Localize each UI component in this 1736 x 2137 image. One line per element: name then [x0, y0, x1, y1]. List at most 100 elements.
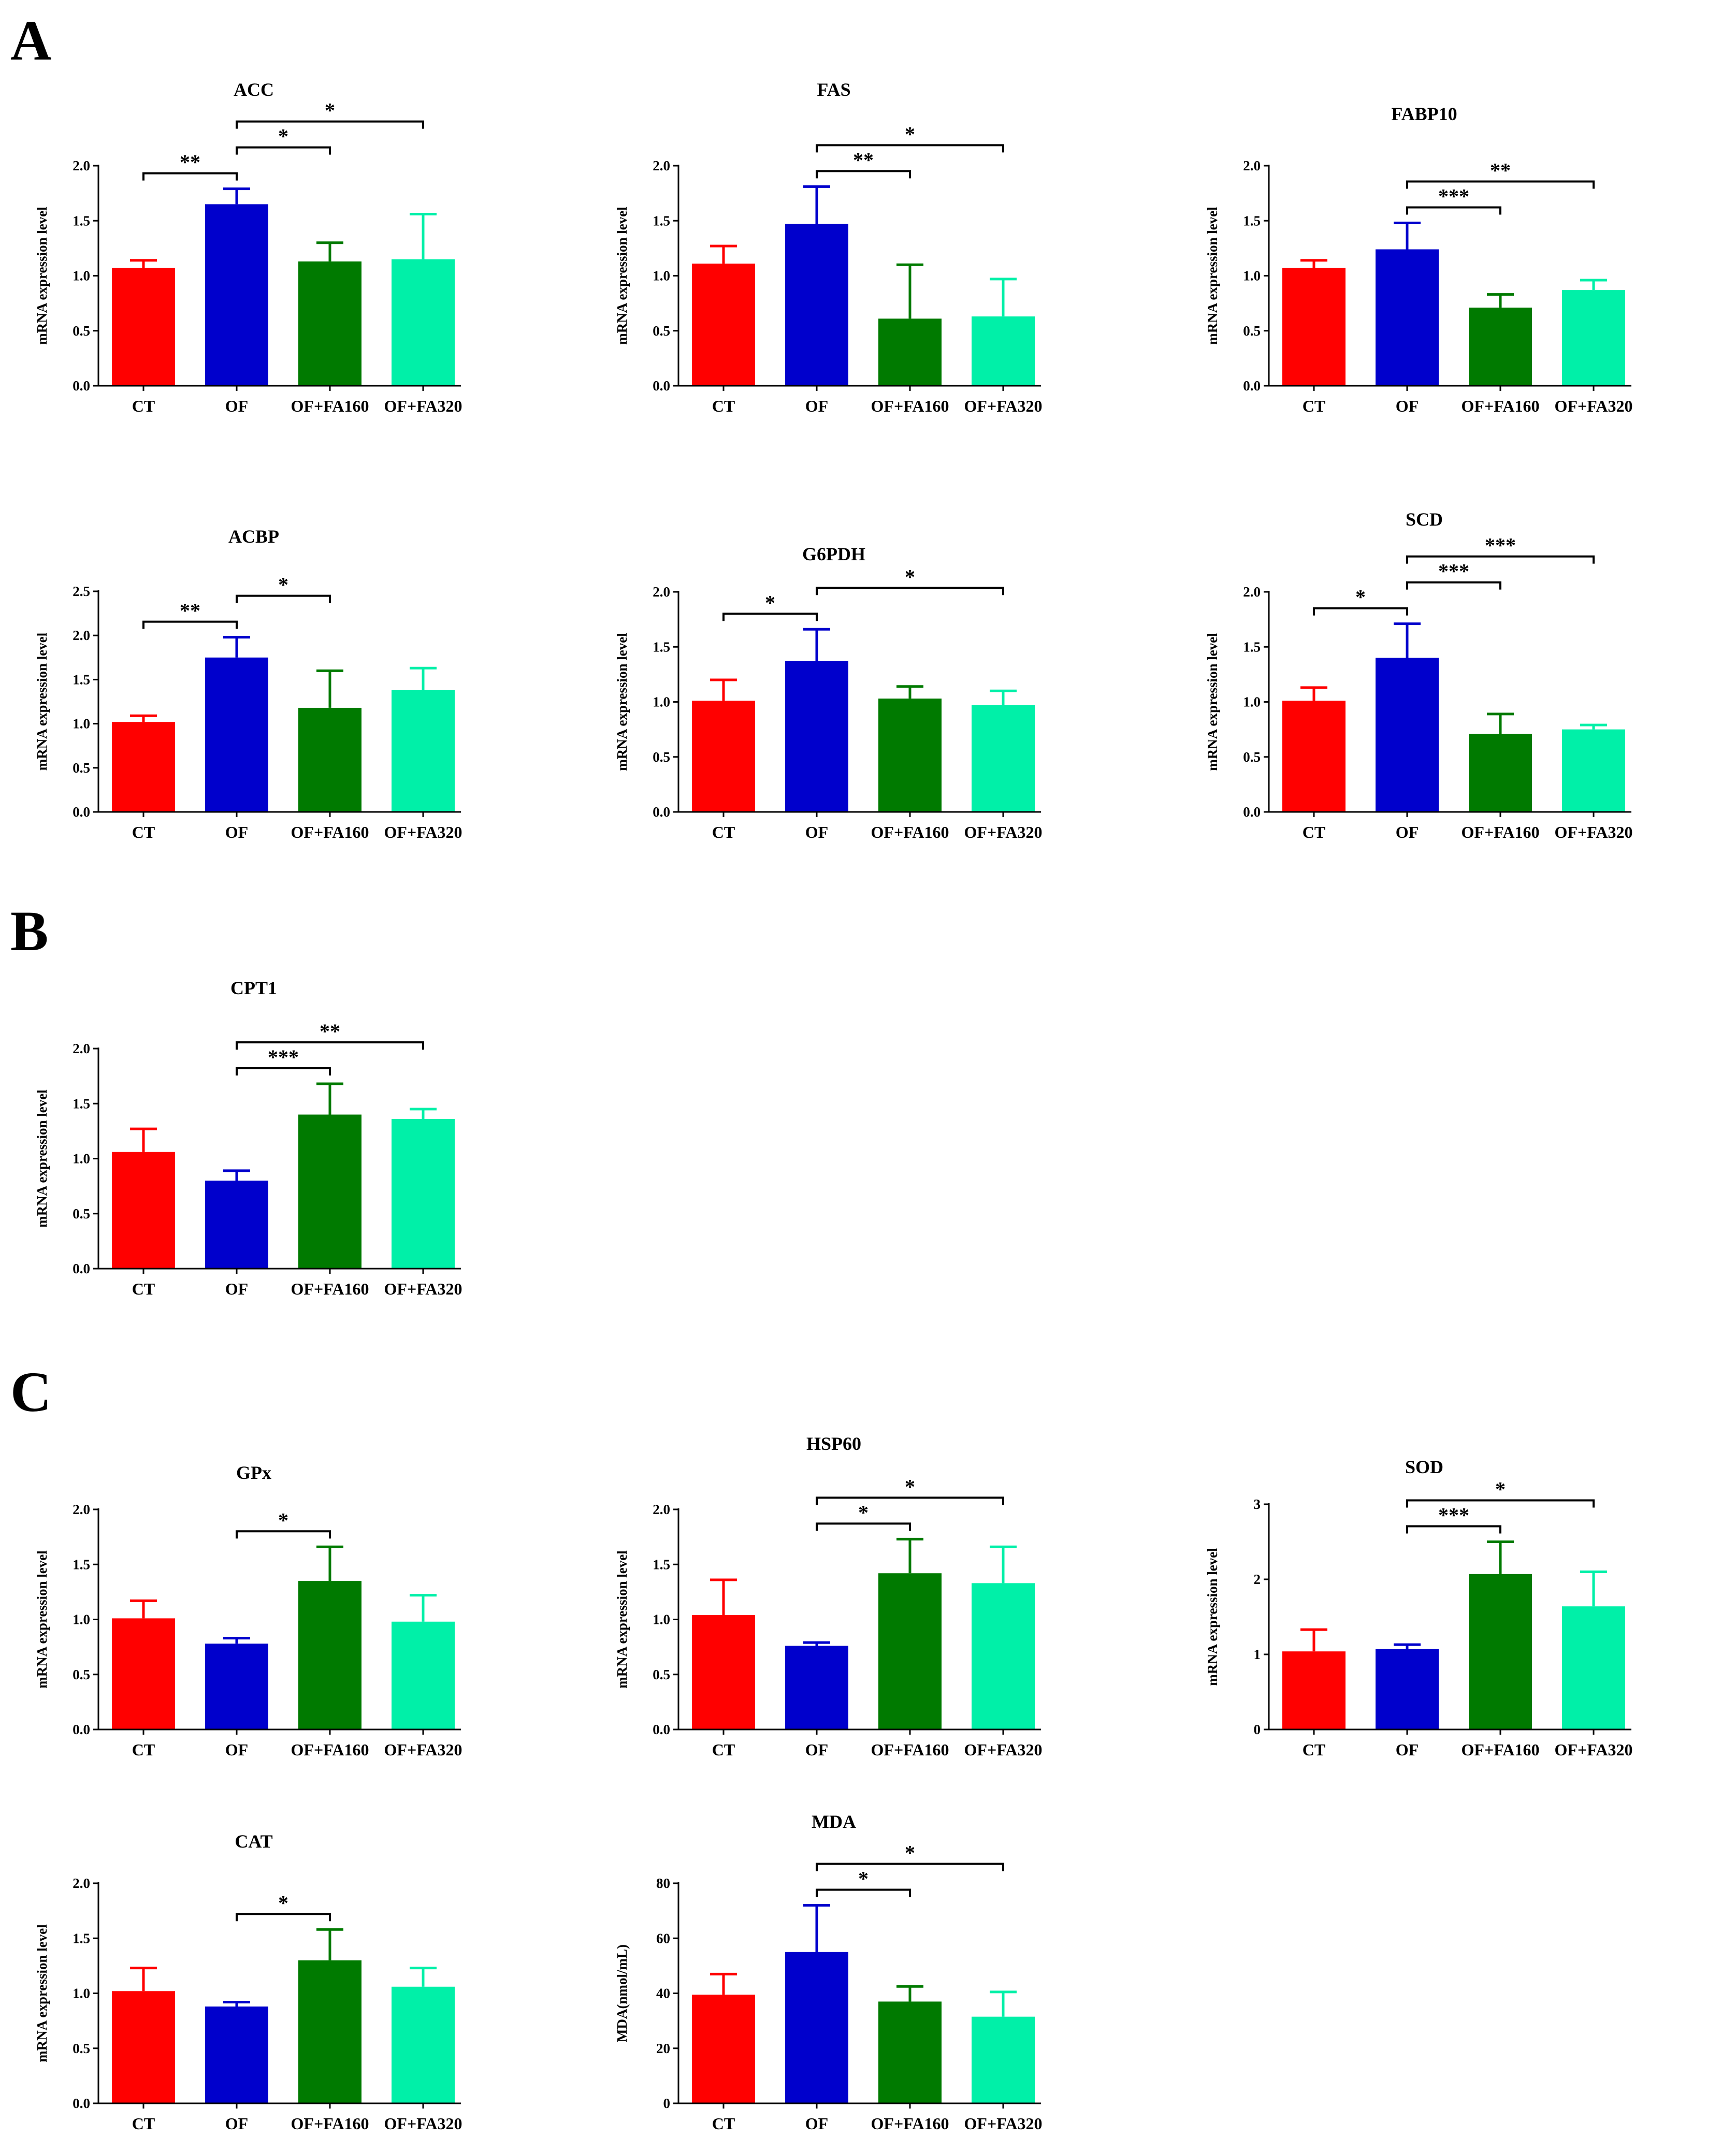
chart-title-sod: SOD — [1405, 1457, 1443, 1477]
bar-cpt1-3 — [392, 1119, 455, 1269]
y-tick-label-g6pdh-3: 1.5 — [653, 639, 670, 655]
chart-g6pdh: 0.0 0.5 1.0 1.5 2.0 CT OF OF+FA160 OF+FA320 mRNA … — [614, 544, 1042, 841]
y-tick-label-sod-0: 0 — [1254, 1722, 1261, 1737]
category-label-cat-3: OF+FA320 — [384, 2114, 462, 2133]
significance-label-fas-1: * — [905, 122, 915, 146]
y-axis-title-fas: mRNA expression level — [614, 207, 630, 345]
category-label-acbp-2: OF+FA160 — [291, 823, 369, 841]
bar-gpx-3 — [392, 1621, 455, 1729]
y-tick-label-gpx-4: 2.0 — [73, 1502, 90, 1517]
significance-bracket-cpt1-1 — [236, 1041, 424, 1050]
bar-sod-0 — [1282, 1651, 1346, 1729]
significance-label-mda-1: * — [905, 1841, 915, 1865]
y-tick-label-fas-0: 0.0 — [653, 378, 670, 394]
category-label-mda-1: OF — [805, 2114, 828, 2133]
significance-bracket-fabp10-0 — [1406, 206, 1501, 215]
y-tick-label-fabp10-3: 1.5 — [1243, 213, 1261, 228]
y-tick-label-acc-3: 1.5 — [73, 213, 90, 228]
y-tick-label-acbp-3: 1.5 — [73, 672, 90, 687]
bar-gpx-1 — [205, 1644, 268, 1729]
y-axis-title-fabp10: mRNA expression level — [1205, 207, 1220, 345]
significance-label-acc-0: ** — [180, 151, 200, 174]
category-label-hsp60-2: OF+FA160 — [871, 1740, 949, 1759]
bar-scd-0 — [1282, 701, 1346, 812]
y-axis-title-g6pdh: mRNA expression level — [614, 633, 630, 771]
y-tick-label-acbp-0: 0.0 — [73, 804, 90, 820]
chart-acbp: 0.0 0.5 1.0 1.5 2.0 2.5 CT OF OF+FA160 OF+FA320 mR… — [34, 526, 462, 841]
bar-cat-2 — [298, 1960, 361, 2103]
significance-bracket-gpx-0 — [236, 1530, 331, 1539]
panel-label-a: A — [10, 9, 51, 72]
y-axis-title-mda: MDA(nmol/mL) — [614, 1944, 630, 2042]
bar-scd-3 — [1562, 729, 1625, 812]
y-tick-label-cpt1-0: 0.0 — [73, 1261, 90, 1276]
category-label-acc-2: OF+FA160 — [291, 397, 369, 415]
chart-fabp10: 0.0 0.5 1.0 1.5 2.0 CT OF OF+FA160 OF+FA320 mRNA … — [1205, 104, 1632, 415]
y-tick-label-scd-4: 2.0 — [1243, 584, 1261, 600]
significance-label-sod-1: * — [1495, 1478, 1506, 1501]
significance-bracket-cat-0 — [236, 1913, 331, 1922]
chart-acc: 0.0 0.5 1.0 1.5 2.0 CT OF OF+FA160 OF+FA320 mRNA … — [34, 79, 462, 415]
y-tick-label-cat-4: 2.0 — [73, 1876, 90, 1891]
significance-bracket-scd-0 — [1313, 607, 1408, 616]
category-label-fabp10-2: OF+FA160 — [1462, 397, 1540, 415]
bar-cpt1-0 — [112, 1152, 175, 1269]
significance-label-fabp10-1: ** — [1490, 159, 1511, 182]
category-label-acbp-0: CT — [132, 823, 155, 841]
y-tick-label-g6pdh-4: 2.0 — [653, 584, 670, 600]
y-tick-label-hsp60-2: 1.0 — [653, 1612, 670, 1627]
bar-fabp10-0 — [1282, 268, 1346, 386]
bar-acc-3 — [392, 259, 455, 386]
bar-mda-1 — [785, 1952, 848, 2103]
chart-title-cpt1: CPT1 — [230, 978, 277, 998]
y-tick-label-sod-2: 2 — [1254, 1572, 1261, 1587]
bar-acc-0 — [112, 268, 175, 386]
y-tick-label-cat-1: 0.5 — [73, 2041, 90, 2056]
bar-sod-1 — [1376, 1649, 1439, 1729]
category-label-mda-2: OF+FA160 — [871, 2114, 949, 2133]
y-tick-label-gpx-2: 1.0 — [73, 1612, 90, 1627]
significance-label-cpt1-1: ** — [320, 1020, 340, 1043]
category-label-hsp60-3: OF+FA320 — [964, 1740, 1043, 1759]
significance-label-fas-0: ** — [853, 148, 874, 171]
bar-cpt1-1 — [205, 1181, 268, 1269]
category-label-hsp60-0: CT — [712, 1740, 735, 1759]
y-tick-label-gpx-3: 1.5 — [73, 1557, 90, 1572]
category-label-gpx-1: OF — [225, 1740, 248, 1759]
bar-hsp60-3 — [972, 1583, 1035, 1729]
bar-acbp-2 — [298, 707, 361, 812]
y-tick-label-cat-2: 1.0 — [73, 1986, 90, 2001]
chart-mda: 0 20 40 60 80 CT OF OF+FA160 OF+FA320 MDA(nmol/mL… — [614, 1811, 1042, 2133]
y-tick-label-acbp-1: 0.5 — [73, 760, 90, 776]
category-label-sod-1: OF — [1396, 1740, 1419, 1759]
category-label-fas-0: CT — [712, 397, 735, 415]
y-tick-label-cpt1-1: 0.5 — [73, 1206, 90, 1222]
bar-acbp-3 — [392, 690, 455, 812]
y-tick-label-scd-0: 0.0 — [1243, 804, 1261, 820]
y-tick-label-fabp10-1: 0.5 — [1243, 323, 1261, 339]
y-tick-label-cpt1-2: 1.0 — [73, 1151, 90, 1167]
bar-fas-0 — [692, 264, 755, 386]
significance-label-sod-0: *** — [1438, 1504, 1469, 1527]
y-tick-label-scd-1: 0.5 — [1243, 749, 1261, 765]
significance-label-acbp-1: * — [278, 573, 288, 597]
bar-fas-2 — [878, 318, 942, 386]
y-tick-label-fabp10-2: 1.0 — [1243, 268, 1261, 284]
y-tick-label-cat-0: 0.0 — [73, 2096, 90, 2111]
bar-acc-1 — [205, 204, 268, 386]
category-label-g6pdh-2: OF+FA160 — [871, 823, 949, 841]
significance-label-cat-0: * — [278, 1891, 288, 1914]
significance-label-g6pdh-1: * — [905, 565, 915, 588]
chart-cpt1: 0.0 0.5 1.0 1.5 2.0 CT OF OF+FA160 OF+FA320 mRNA … — [34, 978, 462, 1298]
y-tick-label-mda-2: 40 — [656, 1986, 670, 2001]
significance-label-scd-1: *** — [1438, 560, 1469, 583]
bar-fabp10-2 — [1469, 308, 1532, 386]
chart-gpx: 0.0 0.5 1.0 1.5 2.0 CT OF OF+FA160 OF+FA320 mRNA … — [34, 1462, 462, 1759]
y-axis-title-acc: mRNA expression level — [34, 207, 50, 345]
chart-sod: 0 1 2 3 CT OF OF+FA160 OF+FA320 mRNA expression … — [1205, 1457, 1632, 1759]
chart-title-acbp: ACBP — [228, 526, 279, 547]
category-label-acbp-3: OF+FA320 — [384, 823, 462, 841]
category-label-fas-3: OF+FA320 — [964, 397, 1043, 415]
category-label-fas-2: OF+FA160 — [871, 397, 949, 415]
